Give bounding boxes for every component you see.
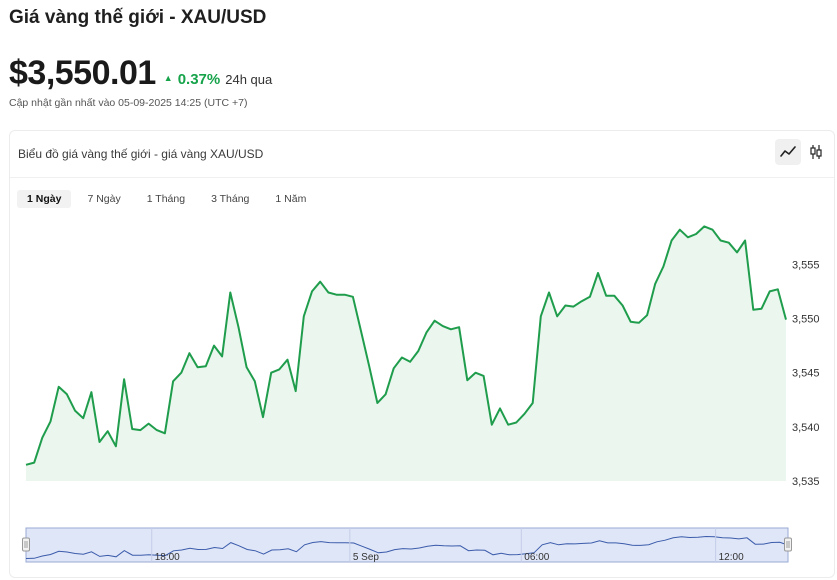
- header-divider: [10, 177, 834, 178]
- up-arrow-icon: ▲: [163, 73, 173, 83]
- change-period: 24h qua: [225, 72, 273, 87]
- y-tick-label: 3,555: [792, 259, 820, 271]
- price-chart: 3,535 3,540 3,545 3,550 3,555 18:00 5 Sep 06:0…: [22, 225, 820, 563]
- candlestick-button[interactable]: [803, 139, 829, 165]
- chart-card: Biểu đồ giá vàng thế giới - giá vàng XAU…: [9, 130, 835, 578]
- tab-1-month[interactable]: 1 Tháng: [146, 193, 186, 205]
- candlestick-icon: [810, 145, 822, 159]
- page-title: Giá vàng thế giới - XAU/USD: [9, 7, 267, 28]
- tab-7-days[interactable]: 7 Ngày: [87, 193, 121, 205]
- tab-1-year[interactable]: 1 Năm: [275, 193, 307, 205]
- navigator-tick-label: 18:00: [155, 552, 180, 563]
- price-line: [25, 225, 787, 466]
- range-navigator[interactable]: 18:00 5 Sep 06:00 12:00: [22, 527, 792, 563]
- y-tick-label: 3,545: [792, 368, 820, 380]
- chart-title: Biểu đồ giá vàng thế giới - giá vàng XAU…: [18, 147, 264, 161]
- y-tick-label: 3,540: [792, 422, 820, 434]
- y-tick-label: 3,550: [792, 314, 820, 326]
- price-area: [26, 226, 786, 481]
- change-percent: 0.37%: [177, 71, 221, 88]
- tab-1-day[interactable]: 1 Ngày: [17, 190, 72, 208]
- navigator-tick-label: 5 Sep: [353, 552, 380, 563]
- y-axis: 3,535 3,540 3,545 3,550 3,555: [792, 259, 820, 488]
- line-chart-button[interactable]: [775, 139, 801, 165]
- navigator-tick-label: 12:00: [719, 552, 744, 563]
- line-chart-icon: [780, 146, 796, 157]
- chart-type-toggle: [775, 139, 829, 165]
- navigator-right-handle[interactable]: [784, 537, 792, 552]
- plot-area: [25, 225, 787, 481]
- y-tick-label: 3,535: [792, 476, 820, 488]
- current-price: $3,550.01: [9, 54, 156, 92]
- last-updated: Cập nhật gần nhất vào 05-09-2025 14:25 (…: [9, 97, 248, 109]
- price-row: $3,550.01 ▲ 0.37% 24h qua: [9, 54, 272, 93]
- navigator-left-handle[interactable]: [22, 537, 30, 552]
- navigator-window[interactable]: [25, 527, 789, 563]
- navigator-line: [25, 535, 789, 559]
- range-tabs: 1 Ngày 7 Ngày 1 Tháng 3 Tháng 1 Năm: [17, 190, 316, 208]
- navigator-tick-label: 06:00: [524, 552, 549, 563]
- tab-3-months[interactable]: 3 Tháng: [211, 193, 250, 205]
- price-change: ▲ 0.37% 24h qua: [164, 71, 272, 88]
